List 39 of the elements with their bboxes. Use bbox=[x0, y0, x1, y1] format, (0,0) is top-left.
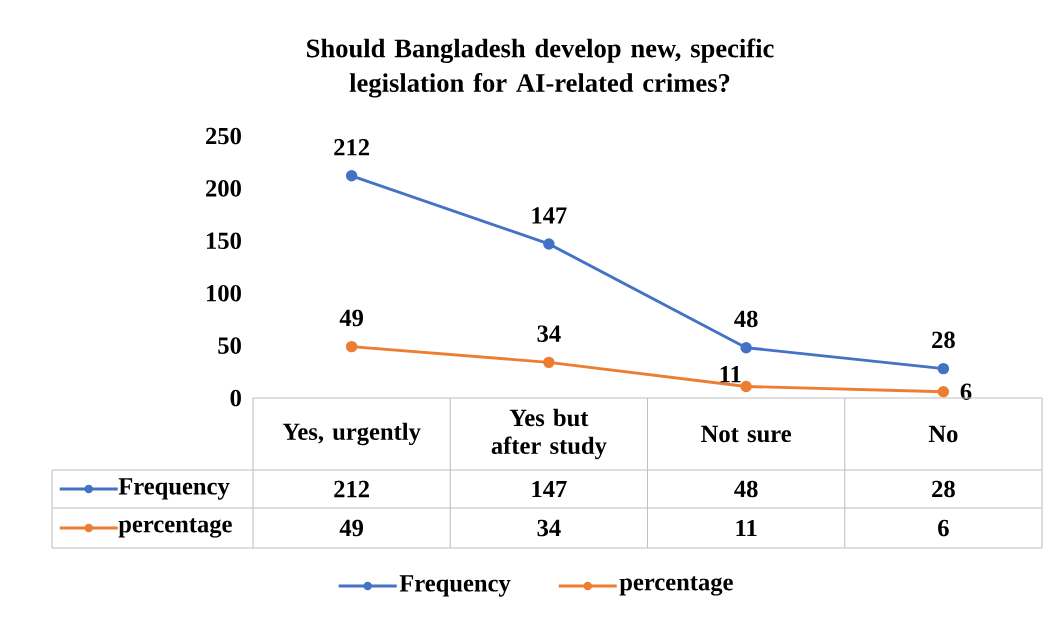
data-label: 11 bbox=[736, 519, 757, 537]
point bbox=[543, 356, 555, 369]
point bbox=[345, 170, 358, 182]
data-label: 34 bbox=[537, 519, 561, 537]
y-tick-label: 200 bbox=[206, 180, 241, 197]
y-tick-label: 50 bbox=[218, 337, 241, 354]
point bbox=[740, 380, 752, 393]
x-tick-label: Not sure bbox=[701, 425, 792, 443]
legend-label: percentage bbox=[118, 518, 232, 538]
data-label: 212 bbox=[334, 480, 369, 498]
text: 49 bbox=[339, 309, 364, 327]
point bbox=[345, 340, 358, 353]
text: 147 bbox=[532, 207, 567, 224]
point bbox=[740, 341, 752, 354]
text: 11 bbox=[720, 365, 741, 383]
y-tick-label: 100 bbox=[206, 284, 241, 302]
data-label: 49 bbox=[339, 519, 364, 537]
text: Frequency bbox=[399, 575, 511, 597]
y-tick-label: 150 bbox=[206, 232, 241, 250]
text: 212 bbox=[334, 139, 369, 156]
x-tick-label: No bbox=[928, 425, 958, 443]
text: 28 bbox=[932, 331, 955, 349]
point bbox=[937, 386, 950, 398]
text: 48 bbox=[734, 310, 758, 328]
data-label: 28 bbox=[932, 480, 955, 498]
data-label: 48 bbox=[734, 480, 758, 498]
x-tick-label: Yes, urgently bbox=[282, 422, 421, 446]
y-tick-label: 0 bbox=[230, 389, 241, 407]
text: 6 bbox=[960, 383, 972, 400]
text: percentage bbox=[619, 576, 733, 596]
point bbox=[543, 238, 555, 250]
chart-title: Should Bangladesh develop new, specific legislation for AI-related crimes? bbox=[307, 38, 774, 98]
data-label: 6 bbox=[938, 519, 949, 537]
point bbox=[937, 362, 950, 375]
legend-label: Frequency bbox=[118, 478, 230, 500]
x-tick-label: Yes but after study bbox=[491, 408, 607, 460]
y-tick-label: 250 bbox=[206, 127, 241, 145]
text: 34 bbox=[537, 325, 561, 342]
data-label: 147 bbox=[532, 480, 567, 498]
